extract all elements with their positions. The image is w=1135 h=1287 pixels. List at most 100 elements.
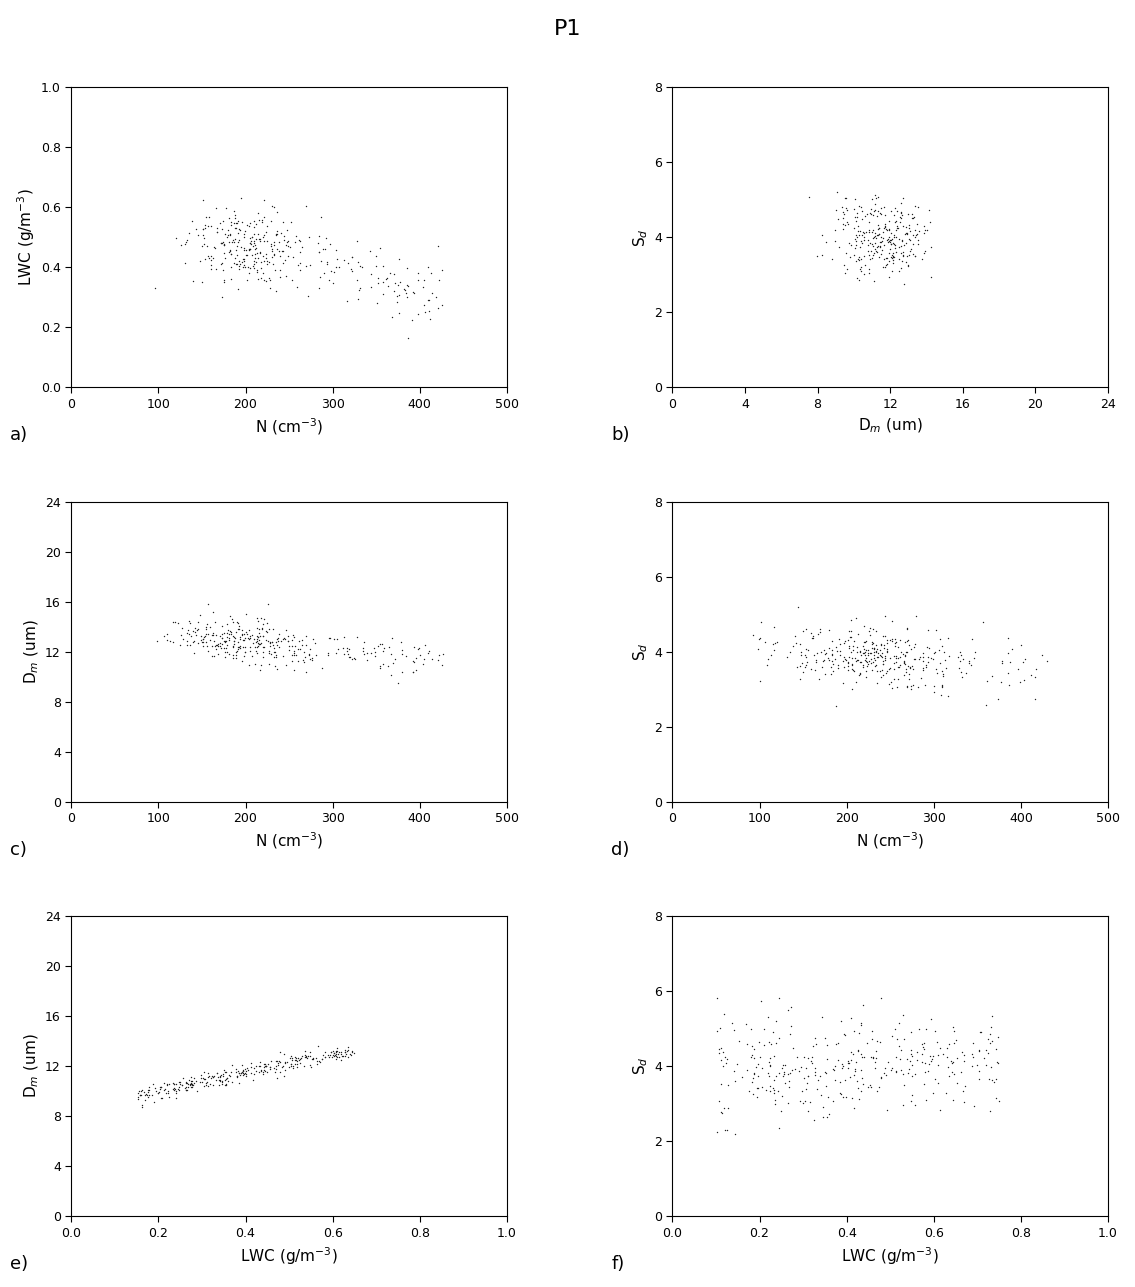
Point xyxy=(249,243,267,264)
Point xyxy=(230,256,249,277)
Point xyxy=(226,205,244,225)
Point xyxy=(297,662,316,682)
Point xyxy=(864,651,882,672)
Point xyxy=(889,637,907,658)
Point xyxy=(851,221,869,242)
Point xyxy=(849,650,867,671)
Point xyxy=(964,1032,982,1053)
Point xyxy=(133,1095,151,1116)
Point xyxy=(232,1062,250,1082)
Point xyxy=(896,632,914,653)
Point xyxy=(317,1041,335,1062)
Point xyxy=(891,212,909,233)
Point xyxy=(238,1058,257,1079)
Point xyxy=(195,1068,213,1089)
Point xyxy=(821,638,839,659)
Point xyxy=(760,1048,779,1068)
Point xyxy=(852,1044,871,1064)
Point xyxy=(866,223,884,243)
Point xyxy=(215,1059,233,1080)
Point xyxy=(281,1055,300,1076)
Point xyxy=(242,637,260,658)
Point xyxy=(241,238,259,259)
Point xyxy=(309,233,327,254)
Point xyxy=(842,1049,860,1069)
Point xyxy=(917,1018,935,1039)
Point xyxy=(220,644,238,664)
Point xyxy=(748,1086,766,1107)
Point xyxy=(848,636,866,656)
Point xyxy=(714,1041,732,1062)
Point xyxy=(325,261,343,282)
Point xyxy=(844,631,863,651)
Point xyxy=(859,654,877,674)
Point xyxy=(798,1072,816,1093)
Point xyxy=(1015,651,1033,672)
Point xyxy=(287,1048,305,1068)
Point xyxy=(388,291,406,311)
Point xyxy=(885,668,903,689)
Point xyxy=(851,664,869,685)
Point xyxy=(331,1044,350,1064)
Point xyxy=(882,672,900,692)
Point xyxy=(354,644,372,664)
Point xyxy=(254,1057,272,1077)
Point xyxy=(285,660,303,681)
Point xyxy=(842,627,860,647)
Point xyxy=(275,1066,293,1086)
Point xyxy=(250,633,268,654)
Point xyxy=(292,1048,310,1068)
Point xyxy=(288,1048,306,1068)
Point xyxy=(844,199,863,220)
Text: c): c) xyxy=(10,840,27,858)
Text: f): f) xyxy=(612,1255,624,1273)
Point xyxy=(856,255,874,275)
Point xyxy=(728,1054,746,1075)
Point xyxy=(740,1081,758,1102)
Point xyxy=(325,1040,343,1060)
Point xyxy=(235,239,253,260)
Point xyxy=(255,1060,274,1081)
Point xyxy=(852,1060,871,1081)
Point xyxy=(168,613,186,633)
Point xyxy=(260,268,278,288)
Point xyxy=(785,1058,804,1079)
Point xyxy=(847,238,865,259)
Point xyxy=(262,1051,280,1072)
Point xyxy=(896,645,914,665)
Point xyxy=(849,624,867,645)
Point xyxy=(807,650,825,671)
Point xyxy=(753,991,771,1012)
Point xyxy=(847,672,865,692)
Point xyxy=(393,640,411,660)
Point xyxy=(398,327,417,347)
Point xyxy=(229,219,247,239)
Point xyxy=(816,664,834,685)
Point xyxy=(875,214,893,234)
Point xyxy=(956,1076,974,1097)
Point xyxy=(939,628,957,649)
Point xyxy=(236,604,254,624)
Point xyxy=(890,656,908,677)
Point xyxy=(267,1051,285,1072)
Point xyxy=(234,651,252,672)
Point xyxy=(318,254,336,274)
Point xyxy=(905,649,923,669)
Point xyxy=(838,199,856,220)
Point xyxy=(823,651,841,672)
Point xyxy=(235,223,253,243)
Point xyxy=(834,202,852,223)
Point xyxy=(255,251,274,272)
Point xyxy=(255,1059,274,1080)
Point xyxy=(781,641,799,662)
Point xyxy=(370,658,388,678)
Point xyxy=(849,1040,867,1060)
Point xyxy=(158,1075,176,1095)
Point xyxy=(944,1017,962,1037)
Point xyxy=(854,1046,872,1067)
Point xyxy=(900,1059,918,1080)
Point xyxy=(779,1064,797,1085)
Point xyxy=(133,1097,151,1117)
Point xyxy=(295,653,313,673)
Point xyxy=(866,239,884,260)
